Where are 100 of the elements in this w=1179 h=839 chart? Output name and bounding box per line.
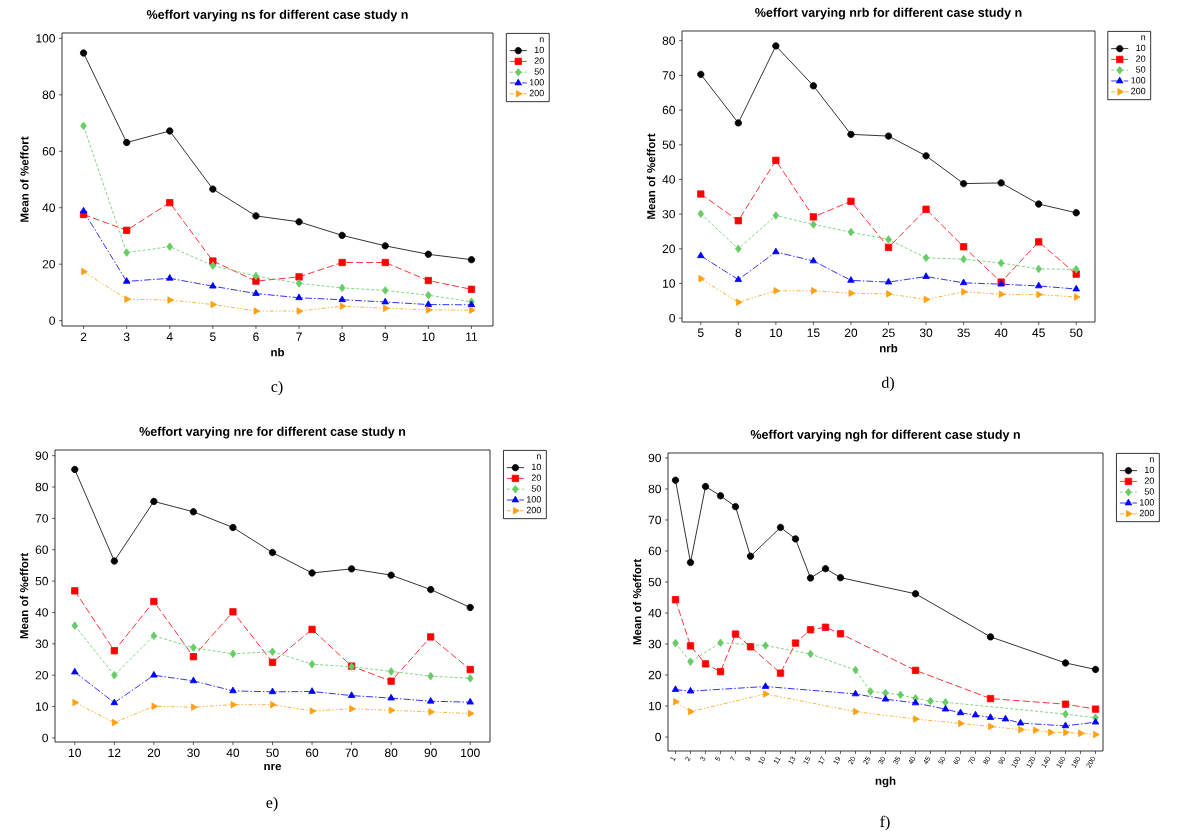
y-tick-label: 0 [49, 316, 55, 325]
y-tick-label: 10 [36, 702, 48, 711]
legend-title: n [539, 37, 544, 43]
legend-label: 10 [532, 463, 541, 471]
y-tick-label: 50 [35, 576, 48, 586]
x-tick-label: 12 [108, 748, 121, 757]
x-tick-label: 10 [422, 332, 435, 342]
x-tick-label: 30 [187, 748, 200, 758]
x-tick-label: 8 [735, 328, 742, 338]
x-tick-label: 10 [69, 748, 81, 758]
legend-label: 100 [529, 79, 544, 86]
x-tick-label: 30 [919, 328, 933, 338]
legend-label: 50 [534, 68, 544, 75]
x-tick-label: 5 [697, 328, 704, 337]
y-tick-label: 60 [35, 545, 48, 554]
legend-label: 50 [531, 485, 541, 492]
x-tick-label: 15 [807, 328, 820, 337]
y-tick-label: 10 [649, 701, 662, 711]
x-tick-label: 2 [80, 332, 87, 341]
x-axis-title: nre [264, 763, 282, 771]
x-tick-label: 70 [345, 748, 358, 758]
legend-label: 20 [531, 474, 541, 481]
legend-label: 100 [527, 496, 541, 503]
legend-title: n [1149, 457, 1154, 463]
text: f) [880, 815, 890, 831]
y-tick-label: 40 [42, 203, 55, 212]
y-axis-title: Mean of %effort [20, 136, 29, 222]
y-tick-label: 10 [663, 279, 676, 288]
x-tick-label: 60 [305, 748, 319, 758]
legend-label: 200 [1139, 509, 1154, 517]
y-tick-label: 0 [669, 313, 676, 323]
x-tick-label: 11 [466, 332, 478, 341]
legend-label: 20 [1144, 477, 1154, 484]
x-tick-label: 40 [994, 328, 1008, 338]
text: c) [271, 380, 283, 396]
chart-title: %effort varying ns for different case study n [146, 9, 408, 22]
y-tick-label: 100 [36, 34, 55, 43]
y-axis-title: Mean of %effort [19, 553, 29, 639]
x-tick-label: 100 [461, 748, 480, 758]
legend-label: 200 [529, 89, 544, 97]
y-tick-label: 30 [35, 639, 48, 649]
y-tick-label: 80 [42, 90, 55, 100]
x-tick-label: 9 [382, 332, 389, 342]
y-tick-label: 20 [35, 670, 48, 680]
y-tick-label: 60 [42, 147, 55, 156]
x-tick-label: 5 [210, 332, 216, 341]
y-tick-label: 40 [662, 175, 676, 184]
legend-label: 200 [1131, 87, 1146, 95]
y-tick-label: 80 [648, 484, 662, 494]
y-tick-label: 50 [662, 140, 676, 149]
x-tick-label: 50 [266, 748, 279, 758]
x-tick-label: 3 [123, 332, 130, 342]
y-tick-label: 60 [648, 546, 662, 556]
x-axis-title: ngh [875, 776, 896, 788]
y-tick-label: 70 [648, 515, 662, 525]
x-tick-label: 8 [339, 332, 345, 342]
x-axis-title: nb [271, 347, 285, 357]
y-tick-label: 80 [35, 482, 48, 492]
x-tick-label: 35 [957, 328, 970, 338]
chart-title: %effort varying ngh for different case study n [750, 429, 1020, 442]
legend-label: 10 [534, 46, 544, 54]
legend-title: n [536, 454, 541, 460]
x-tick-label: 40 [226, 748, 240, 758]
x-tick-label: 50 [1070, 328, 1083, 338]
x-tick-label: 25 [882, 328, 895, 338]
text: e) [266, 796, 278, 812]
y-tick-label: 80 [662, 36, 676, 45]
x-tick-label: 10 [770, 328, 783, 338]
x-tick-label: 7 [296, 332, 302, 341]
x-tick-label: 6 [253, 332, 259, 342]
y-tick-label: 0 [42, 733, 49, 743]
y-tick-label: 20 [648, 670, 662, 680]
y-tick-label: 40 [35, 608, 48, 617]
y-tick-label: 0 [655, 732, 662, 742]
x-tick-label: 90 [424, 748, 437, 758]
y-tick-label: 90 [648, 453, 662, 463]
legend-label: 100 [1140, 499, 1154, 506]
legend-label: 50 [1144, 488, 1154, 495]
y-tick-label: 40 [648, 608, 662, 618]
x-tick-label: 4 [166, 332, 173, 341]
y-axis-title: Mean of %effort [632, 559, 642, 645]
y-tick-label: 70 [662, 71, 676, 80]
x-tick-label: 45 [1032, 328, 1045, 337]
legend-label: 200 [526, 506, 541, 514]
y-tick-label: 30 [662, 209, 676, 219]
legend-label: 100 [1131, 77, 1146, 84]
y-tick-label: 60 [662, 105, 676, 115]
x-tick-label: 20 [844, 328, 858, 338]
y-tick-label: 30 [648, 639, 662, 649]
x-tick-label: 20 [147, 748, 161, 758]
y-tick-label: 50 [648, 577, 662, 587]
x-tick-label: 80 [384, 748, 398, 758]
x-axis-title: nrb [880, 343, 898, 353]
chart-title: %effort varying nrb for different case study n [755, 7, 1022, 20]
text: d) [881, 376, 894, 392]
legend-label: 20 [1136, 55, 1146, 62]
legend-label: 10 [1136, 44, 1146, 52]
y-tick-label: 90 [35, 451, 48, 460]
y-tick-label: 20 [42, 259, 55, 269]
y-tick-label: 70 [35, 514, 48, 523]
